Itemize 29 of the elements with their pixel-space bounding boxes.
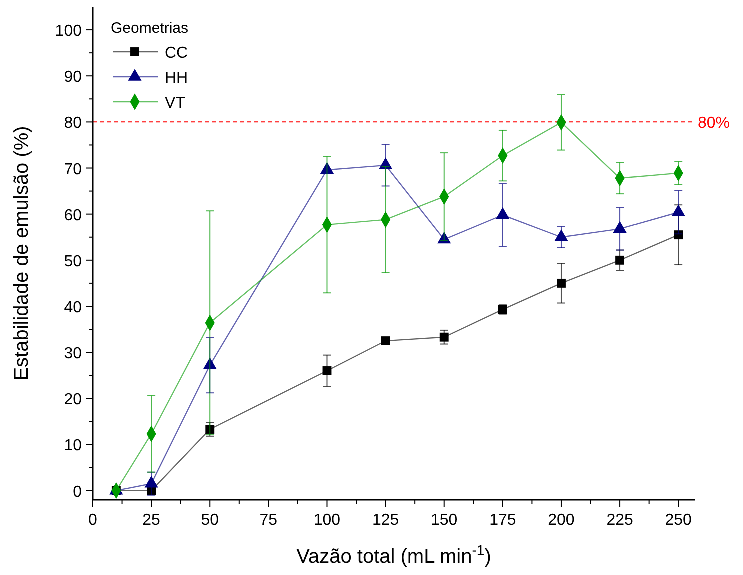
x-tick-label: 25 [142,512,161,529]
y-tick-label: 100 [55,23,82,40]
legend-title: Geometrias [111,20,189,37]
x-tick-label: 75 [260,512,278,529]
x-axis-title: Vazão total (mL min$^{-1}$) [296,542,492,568]
x-tick-label: 150 [431,512,458,529]
legend-label: VT [165,95,186,112]
x-tick-label: 50 [201,512,220,529]
y-tick-label: 30 [64,346,82,363]
legend-label: CC [165,45,188,62]
x-tick-label: 175 [490,512,516,529]
y-tick-label: 80 [64,115,82,132]
y-tick-label: 40 [64,299,82,316]
y-tick-label: 70 [64,161,82,178]
x-tick-label: 125 [372,512,400,529]
y-axis-title: Estabilidade de emulsão (%) [11,126,33,381]
y-tick-label: 50 [64,253,82,270]
ref-line-label: 80% [698,115,730,132]
y-tick-label: 20 [64,392,82,409]
x-tick-label: 200 [548,512,575,529]
x-tick-label: 250 [665,512,692,529]
x-tick-label: 100 [314,512,341,529]
x-tick-label: 225 [606,512,634,529]
y-tick-label: 60 [64,207,82,224]
y-tick-label: 10 [64,438,82,455]
y-tick-label: 0 [73,484,82,501]
x-tick-label: 0 [88,512,98,529]
legend-label: HH [165,70,188,87]
y-tick-label: 90 [64,69,82,86]
